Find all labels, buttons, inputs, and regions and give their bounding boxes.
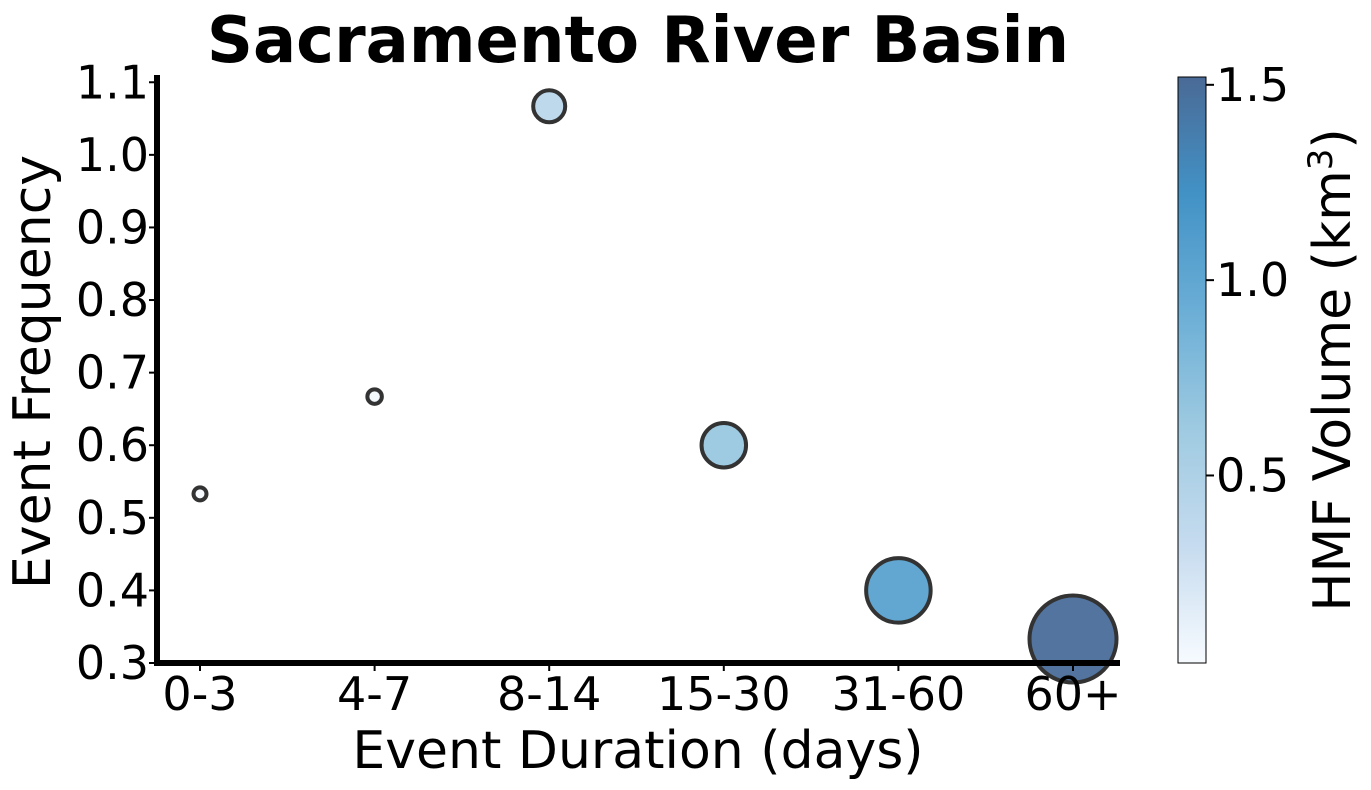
data-point [531,88,568,125]
data-point [699,420,749,470]
colorbar-tick-label: 0.5 [1216,448,1289,502]
x-tick-label: 31-60 [832,667,966,721]
y-tick-label: 0.9 [76,200,149,254]
y-tick-label: 0.5 [76,491,149,545]
x-tick-label: 8-14 [497,667,601,721]
colorbar-label-superscript: 3 [1301,149,1341,171]
colorbar-label: HMF Volume (km3) [1301,128,1363,611]
x-tick-label: 0-3 [162,667,237,721]
colorbar-tick-label: 1.5 [1216,58,1289,112]
x-tick-label: 15-30 [657,667,791,721]
colorbar-label-suffix: ) [1303,128,1363,148]
y-tick-label: 1.1 [76,55,149,109]
y-tick-label: 0.3 [76,636,149,690]
colorbar-gradient [1177,76,1207,664]
x-axis-label: Event Duration (days) [352,721,923,781]
x-axis: 0-3 4-7 8-14 15-30 31-60 60+ [154,660,1122,721]
y-tick-label: 0.8 [76,273,149,327]
y-tick-label: 0.4 [76,563,149,617]
data-point [191,485,209,503]
y-tick-label: 1.0 [76,128,149,182]
data-point [365,387,384,406]
data-point [864,556,933,625]
x-tick-label: 4-7 [337,667,412,721]
colorbar-label-text: HMF Volume (km [1303,170,1363,611]
y-axis: 0.3 0.4 0.5 0.6 0.7 0.8 0.9 1.0 1.1 [76,55,160,690]
chart-title: Sacramento River Basin [207,4,1069,78]
colorbar: 0.5 1.0 1.5 [1177,58,1289,664]
y-tick-label: 0.7 [76,346,149,400]
y-axis-label: Event Frequency [3,155,63,589]
x-tick-label: 60+ [1024,667,1121,721]
plot-area [191,88,1119,685]
y-tick-label: 0.6 [76,418,149,472]
colorbar-tick-label: 1.0 [1216,253,1289,307]
